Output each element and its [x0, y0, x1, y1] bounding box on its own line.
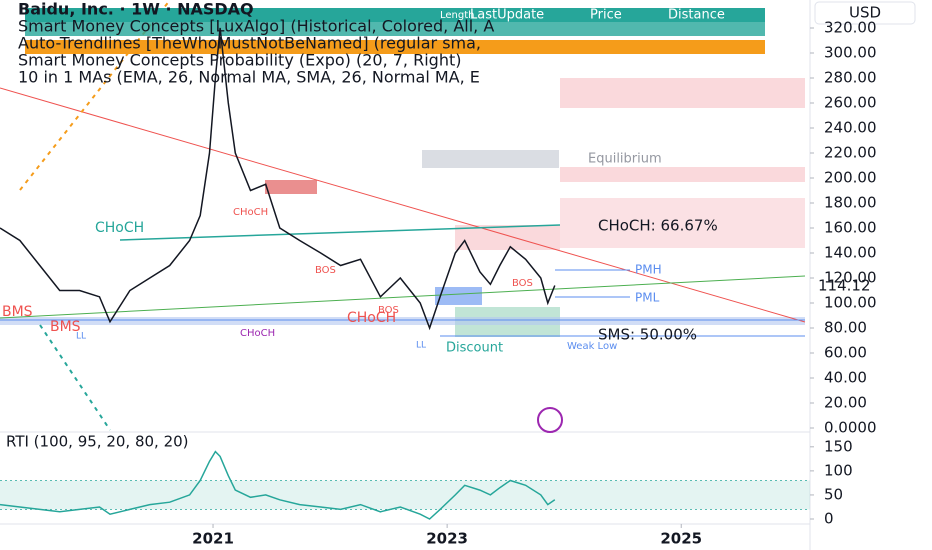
trendline [39, 324, 111, 431]
trendline [0, 275, 806, 319]
y-tick-label: 200.00 [824, 169, 877, 187]
annotation: BOS [315, 265, 336, 276]
annotation: Equilibrium [588, 152, 662, 167]
premium-zone [560, 198, 805, 248]
supply-zone [560, 167, 805, 182]
currency-label[interactable]: USD [849, 4, 881, 22]
table-header: Price [590, 8, 622, 23]
demand-zone [0, 317, 805, 325]
order-block [265, 180, 317, 194]
annotation: CHoCH: 66.67% [598, 217, 718, 235]
x-tick-label: 2023 [426, 530, 468, 548]
y-tick-label: 0.0000 [824, 419, 877, 437]
indicator-title: Smart Money Concepts Probability (Expo) … [18, 51, 461, 70]
price-line [0, 27, 556, 331]
x-tick-label: 2025 [660, 530, 702, 548]
annotation: LL [416, 341, 426, 351]
y-tick-label: 20.00 [824, 394, 867, 412]
y-tick-label: 240.00 [824, 119, 877, 137]
annotation: PMH [635, 263, 662, 277]
y-tick-label: 120.00 [824, 269, 877, 287]
y-tick-label: 180.00 [824, 194, 877, 212]
y-tick-label: 80.00 [824, 319, 867, 337]
logo [537, 407, 563, 433]
supply-zone [560, 78, 805, 108]
y-tick-label: 140.00 [824, 244, 877, 262]
table-row [25, 22, 765, 36]
y-tick-label: 150 [824, 437, 853, 455]
table-header: LastUpdate [470, 8, 544, 23]
y-tick-label: 320.00 [824, 19, 877, 37]
indicator-title: Smart Money Concepts [LuxAlgo] (Historic… [18, 17, 494, 36]
annotation: BMS [50, 319, 81, 335]
annotation: BOS [378, 305, 399, 316]
annotation: CHoCH [233, 207, 268, 218]
y-tick-label: 260.00 [824, 94, 877, 112]
annotation: CHoCH [347, 310, 396, 326]
annotation: LL [76, 332, 86, 342]
annotation: CHoCH [240, 328, 275, 339]
annotation: PML [635, 291, 660, 305]
y-tick-label: 40.00 [824, 369, 867, 387]
y-tick-label: 60.00 [824, 344, 867, 362]
currency-button[interactable] [814, 1, 916, 25]
annotation: Weak Low [567, 341, 617, 352]
y-tick-label: 280.00 [824, 69, 877, 87]
equilibrium-zone [422, 150, 559, 168]
price-line [0, 450, 556, 520]
pane-title: RTI (100, 95, 20, 80, 20) [6, 433, 189, 451]
trendline [119, 224, 561, 241]
annotation: BOS [512, 278, 533, 289]
y-tick-label: 160.00 [824, 219, 877, 237]
y-tick-label: 300.00 [824, 44, 877, 62]
y-tick-label: 50 [824, 485, 843, 503]
table-header: Distance [668, 8, 725, 23]
table-row [25, 8, 765, 22]
table-header: Length [440, 10, 475, 21]
annotation: CHoCH [95, 220, 144, 236]
band [0, 480, 810, 510]
y-tick-label: 100 [824, 461, 853, 479]
last-price-label: 114.12 [818, 277, 871, 295]
annotation: Discount [446, 341, 503, 356]
y-tick-label: 0 [824, 510, 834, 528]
table-row [25, 40, 765, 54]
symbol-title: Baidu, Inc. · 1W · NASDAQ [18, 0, 254, 19]
x-tick-label: 2021 [192, 530, 234, 548]
order-block [435, 287, 482, 305]
indicator-title: 10 in 1 MAs (EMA, 26, Normal MA, SMA, 26… [18, 68, 480, 87]
indicator-title: Auto-Trendlines [TheWhoMustNotBeNamed] (… [18, 34, 481, 53]
annotation: BMS [2, 304, 33, 320]
y-tick-label: 220.00 [824, 144, 877, 162]
y-tick-label: 100.00 [824, 294, 877, 312]
annotation: SMS: 50.00% [598, 326, 697, 344]
